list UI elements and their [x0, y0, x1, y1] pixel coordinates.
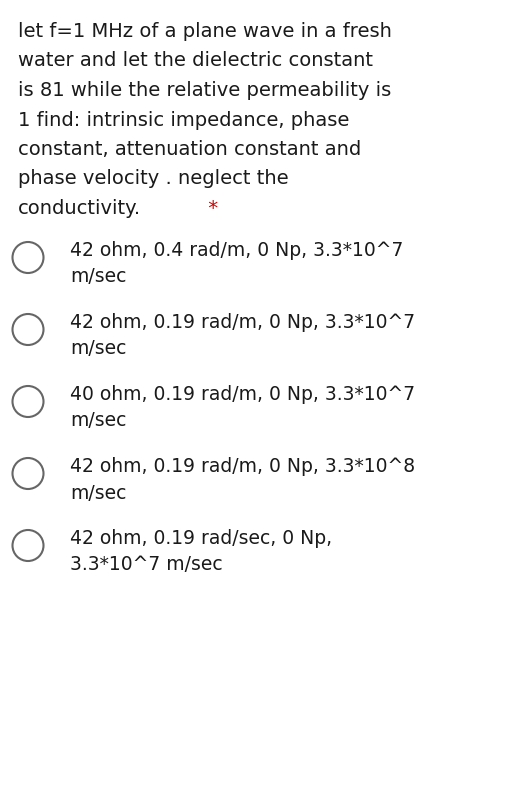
Text: 40 ohm, 0.19 rad/m, 0 Np, 3.3*10^7: 40 ohm, 0.19 rad/m, 0 Np, 3.3*10^7	[70, 385, 415, 404]
Text: water and let the dielectric constant: water and let the dielectric constant	[18, 51, 373, 70]
Text: m/sec: m/sec	[70, 267, 126, 286]
Text: m/sec: m/sec	[70, 483, 126, 502]
Text: 3.3*10^7 m/sec: 3.3*10^7 m/sec	[70, 555, 223, 574]
Text: constant, attenuation constant and: constant, attenuation constant and	[18, 140, 361, 159]
Text: 42 ohm, 0.19 rad/sec, 0 Np,: 42 ohm, 0.19 rad/sec, 0 Np,	[70, 529, 332, 548]
Text: let f=1 MHz of a plane wave in a fresh: let f=1 MHz of a plane wave in a fresh	[18, 22, 392, 41]
Text: m/sec: m/sec	[70, 411, 126, 430]
Text: conductivity.: conductivity.	[18, 199, 141, 218]
Text: 42 ohm, 0.19 rad/m, 0 Np, 3.3*10^8: 42 ohm, 0.19 rad/m, 0 Np, 3.3*10^8	[70, 457, 415, 476]
Text: m/sec: m/sec	[70, 339, 126, 358]
Text: is 81 while the relative permeability is: is 81 while the relative permeability is	[18, 81, 391, 100]
Text: 42 ohm, 0.19 rad/m, 0 Np, 3.3*10^7: 42 ohm, 0.19 rad/m, 0 Np, 3.3*10^7	[70, 313, 415, 332]
Text: 1 find: intrinsic impedance, phase: 1 find: intrinsic impedance, phase	[18, 110, 349, 130]
Text: 42 ohm, 0.4 rad/m, 0 Np, 3.3*10^7: 42 ohm, 0.4 rad/m, 0 Np, 3.3*10^7	[70, 241, 404, 260]
Text: phase velocity . neglect the: phase velocity . neglect the	[18, 170, 289, 189]
Text: *: *	[202, 199, 218, 218]
